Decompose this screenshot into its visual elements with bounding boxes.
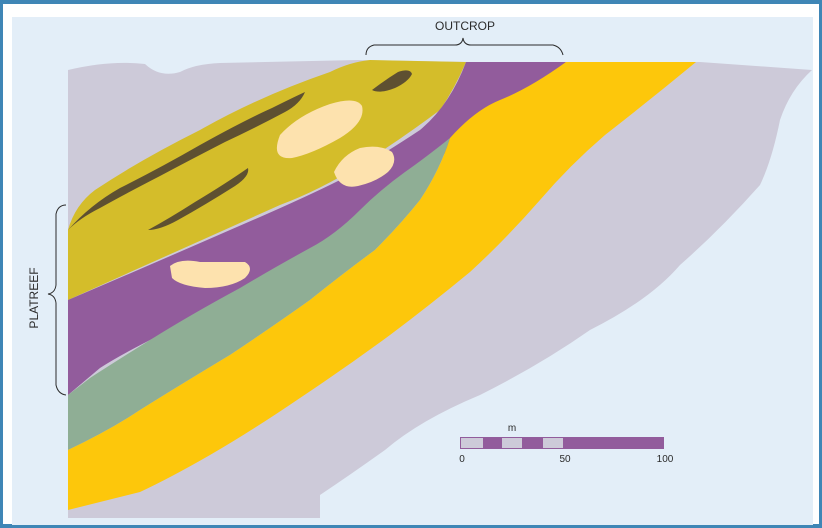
scale-unit-label: m (508, 423, 516, 434)
scale-tick-100: 100 (657, 454, 674, 465)
pale-inclusion-middle (334, 146, 395, 187)
scale-tick-50: 50 (559, 454, 571, 465)
pale-inclusion-top (276, 100, 363, 159)
scale-bar: m 0 50 100 (459, 423, 674, 465)
outcrop-brace (365, 37, 564, 56)
pale-inclusion-lower (170, 260, 250, 288)
yellow-layer (68, 62, 696, 510)
dark-lens-small (372, 70, 412, 92)
scale-tick-0: 0 (459, 454, 465, 465)
platreef-label: PLATREEF (27, 267, 41, 328)
green-layer (68, 138, 450, 450)
outcrop-label: OUTCROP (435, 19, 495, 33)
scale-bar-segment-2 (502, 438, 522, 448)
dark-lens-upper (68, 92, 305, 230)
olive-layer (68, 60, 466, 300)
platreef-brace (47, 204, 67, 396)
scale-bar-segment-1 (461, 438, 483, 448)
scale-bar-segment-3 (543, 438, 563, 448)
